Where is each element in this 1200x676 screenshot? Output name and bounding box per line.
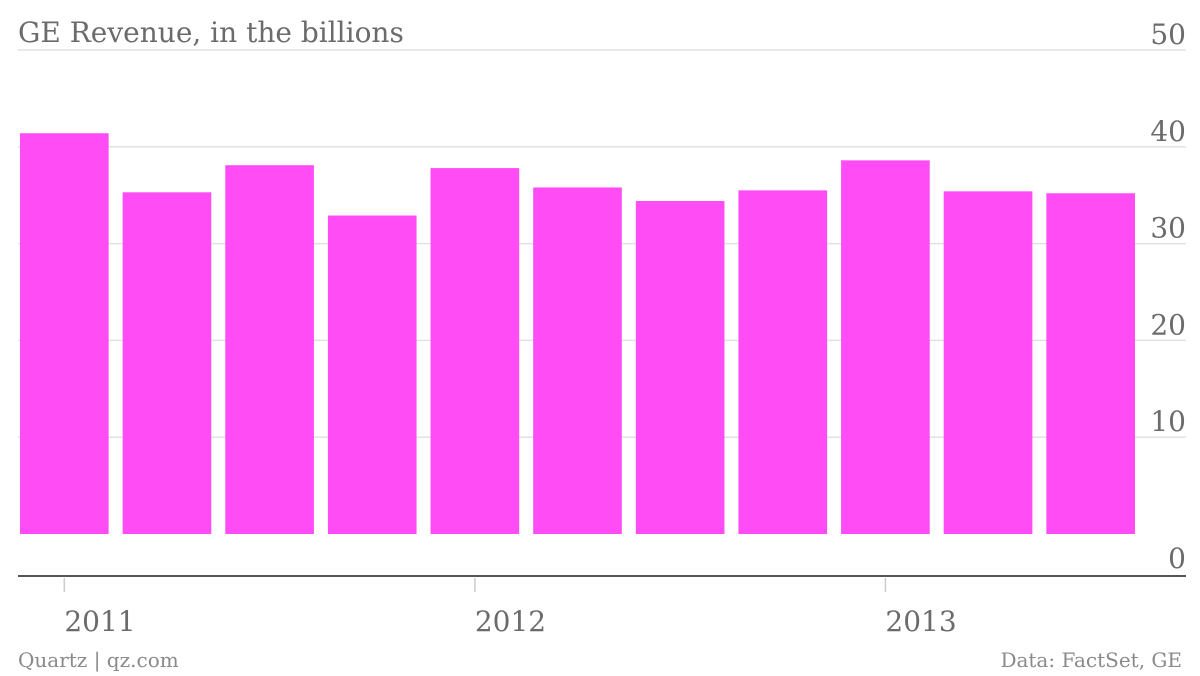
y-tick-label: 40	[1150, 115, 1186, 148]
bar	[943, 191, 1033, 534]
x-tick-label: 2013	[885, 605, 956, 638]
bar	[533, 187, 622, 534]
y-tick-label: 20	[1150, 308, 1186, 341]
bar	[1046, 193, 1135, 534]
y-tick-label: 30	[1150, 212, 1186, 245]
y-axis-labels: 0 10 20 30 40 50	[1150, 18, 1186, 575]
bar	[20, 133, 109, 534]
bar	[430, 168, 520, 534]
x-axis-labels: 2011 2012 2013	[63, 578, 957, 638]
y-tick-label: 10	[1150, 405, 1186, 438]
bars	[20, 133, 1135, 535]
y-tick-label: 0	[1168, 542, 1186, 575]
bar	[738, 190, 828, 535]
bar	[122, 192, 212, 535]
y-tick-label: 50	[1150, 18, 1186, 51]
bar	[225, 165, 314, 534]
bar	[635, 201, 725, 534]
bar	[327, 215, 417, 534]
footer-credit[interactable]: Quartz | qz.com	[18, 648, 179, 673]
chart-title: GE Revenue, in the billions	[18, 16, 404, 49]
x-tick-label: 2011	[64, 605, 135, 638]
bar	[841, 160, 930, 534]
footer-source: Data: FactSet, GE	[1000, 648, 1182, 672]
x-tick-label: 2012	[475, 605, 546, 638]
